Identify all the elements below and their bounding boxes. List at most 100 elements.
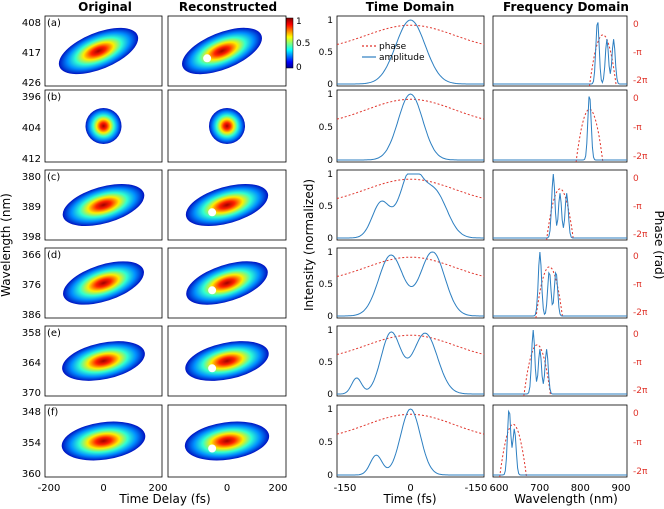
phase-tick: 0 xyxy=(633,20,639,30)
phase-tick: -π xyxy=(633,123,642,133)
reconstructed-spectrogram xyxy=(185,341,269,381)
time-panel-frame xyxy=(336,404,485,478)
spectrogram-x-tick: -200 xyxy=(38,483,61,494)
phase-tick: -2π xyxy=(633,308,648,318)
time-amplitude-curve xyxy=(337,173,484,239)
wavelength-tick: 386 xyxy=(22,310,41,321)
freq-x-tick: 600 xyxy=(489,483,508,494)
panel-label: (f) xyxy=(47,407,58,418)
freq-amplitude-curve xyxy=(493,96,627,161)
intensity-tick: 0 xyxy=(327,234,333,244)
phase-tick: -π xyxy=(633,48,642,58)
intensity-tick: 1 xyxy=(327,170,333,180)
freq-panel-frame xyxy=(492,247,628,319)
original-spectrogram xyxy=(62,341,145,381)
legend: phase amplitude xyxy=(362,42,425,63)
freq-phase-curve xyxy=(589,34,617,87)
intensity-tick: 0.5 xyxy=(319,280,333,290)
wavelength-tick: 380 xyxy=(22,172,41,183)
phase-tick: 0 xyxy=(633,409,639,419)
freq-panel-frame xyxy=(492,169,628,241)
time-x-tick: -150 xyxy=(465,483,488,494)
time-amplitude-curve xyxy=(337,93,484,161)
xlabel-time-delay: Time Delay (fs) xyxy=(118,492,210,506)
wavelength-tick: 396 xyxy=(22,92,41,103)
reconstructed-spectrogram xyxy=(182,27,262,75)
title-original: Original xyxy=(78,0,132,14)
phase-tick: -2π xyxy=(633,230,648,240)
ylabel-intensity: Intensity (normalized) xyxy=(302,179,316,311)
intensity-tick: 0 xyxy=(327,80,333,90)
freq-amplitude-curve xyxy=(493,173,627,239)
colorbar-tick-0: 0 xyxy=(296,63,302,73)
panel-label: (c) xyxy=(47,172,60,183)
time-panel-frame xyxy=(336,169,485,241)
xlabel-time: Time (fs) xyxy=(382,492,436,506)
original-spectrogram xyxy=(61,421,146,461)
panel-label: (b) xyxy=(47,92,61,103)
wavelength-tick: 370 xyxy=(22,388,41,399)
reconstructed-spectrogram xyxy=(184,421,270,461)
freq-amplitude-curve xyxy=(493,409,627,476)
spectrogram-hole xyxy=(203,54,212,63)
time-phase-curve xyxy=(336,178,485,199)
freq-panel-frame xyxy=(492,325,628,397)
intensity-tick: 0 xyxy=(327,471,333,481)
reconstructed-spectrogram xyxy=(186,261,268,305)
intensity-tick: 0.5 xyxy=(319,123,333,133)
xlabel-wavelength: Wavelength (nm) xyxy=(514,492,618,506)
wavelength-tick: 389 xyxy=(22,202,41,213)
freq-phase-curve xyxy=(575,108,604,163)
time-phase-curve xyxy=(336,24,485,45)
phase-tick: 0 xyxy=(633,174,639,184)
intensity-tick: 1 xyxy=(327,405,333,415)
time-phase-curve xyxy=(336,98,485,120)
freq-phase-curve xyxy=(523,344,552,397)
wavelength-tick: 376 xyxy=(22,280,41,291)
time-x-tick: -150 xyxy=(334,483,357,494)
spectrogram-hole xyxy=(208,444,217,453)
freq-amplitude-curve xyxy=(493,329,627,395)
freq-x-tick: 900 xyxy=(611,483,630,494)
freq-phase-curve xyxy=(499,423,527,478)
reconstructed-spectrogram xyxy=(209,108,245,144)
phase-tick: -π xyxy=(633,438,642,448)
phase-tick: -2π xyxy=(633,76,648,86)
reconstructed-spectrogram xyxy=(185,183,269,227)
freq-x-tick: 800 xyxy=(571,483,590,494)
reconstructed-x-tick: 0 xyxy=(224,483,230,494)
wavelength-tick: 412 xyxy=(22,154,41,165)
title-frequency-domain: Frequency Domain xyxy=(503,0,629,14)
intensity-tick: 1 xyxy=(327,326,333,336)
intensity-tick: 0 xyxy=(327,156,333,166)
original-spectrogram xyxy=(62,184,145,226)
original-spectrogram xyxy=(58,27,139,75)
time-panel-frame xyxy=(336,247,485,319)
wavelength-tick: 366 xyxy=(22,250,41,261)
legend-amplitude: amplitude xyxy=(379,53,425,63)
time-panel-frame xyxy=(336,89,485,163)
time-phase-curve xyxy=(336,413,485,435)
wavelength-tick: 354 xyxy=(22,438,41,449)
spectrogram-hole xyxy=(208,364,217,373)
time-amplitude-curve xyxy=(337,251,484,317)
phase-tick: -π xyxy=(633,358,642,368)
freq-panel-frame xyxy=(492,89,628,163)
phase-tick: 0 xyxy=(633,94,639,104)
panel-label: (d) xyxy=(47,250,61,261)
phase-tick: 0 xyxy=(633,252,639,262)
original-spectrogram xyxy=(85,108,122,144)
intensity-tick: 1 xyxy=(327,90,333,100)
ylabel-phase: Phase (rad) xyxy=(652,211,664,280)
spectrogram-hole xyxy=(208,286,217,295)
original-spectrogram xyxy=(63,261,144,305)
intensity-tick: 1 xyxy=(327,16,333,26)
wavelength-tick: 364 xyxy=(22,358,41,369)
intensity-tick: 0 xyxy=(327,312,333,322)
ylabel-wavelength: Wavelength (nm) xyxy=(0,193,13,297)
freq-amplitude-curve xyxy=(493,251,627,317)
wavelength-tick: 426 xyxy=(22,78,41,89)
phase-tick: 0 xyxy=(633,330,639,340)
